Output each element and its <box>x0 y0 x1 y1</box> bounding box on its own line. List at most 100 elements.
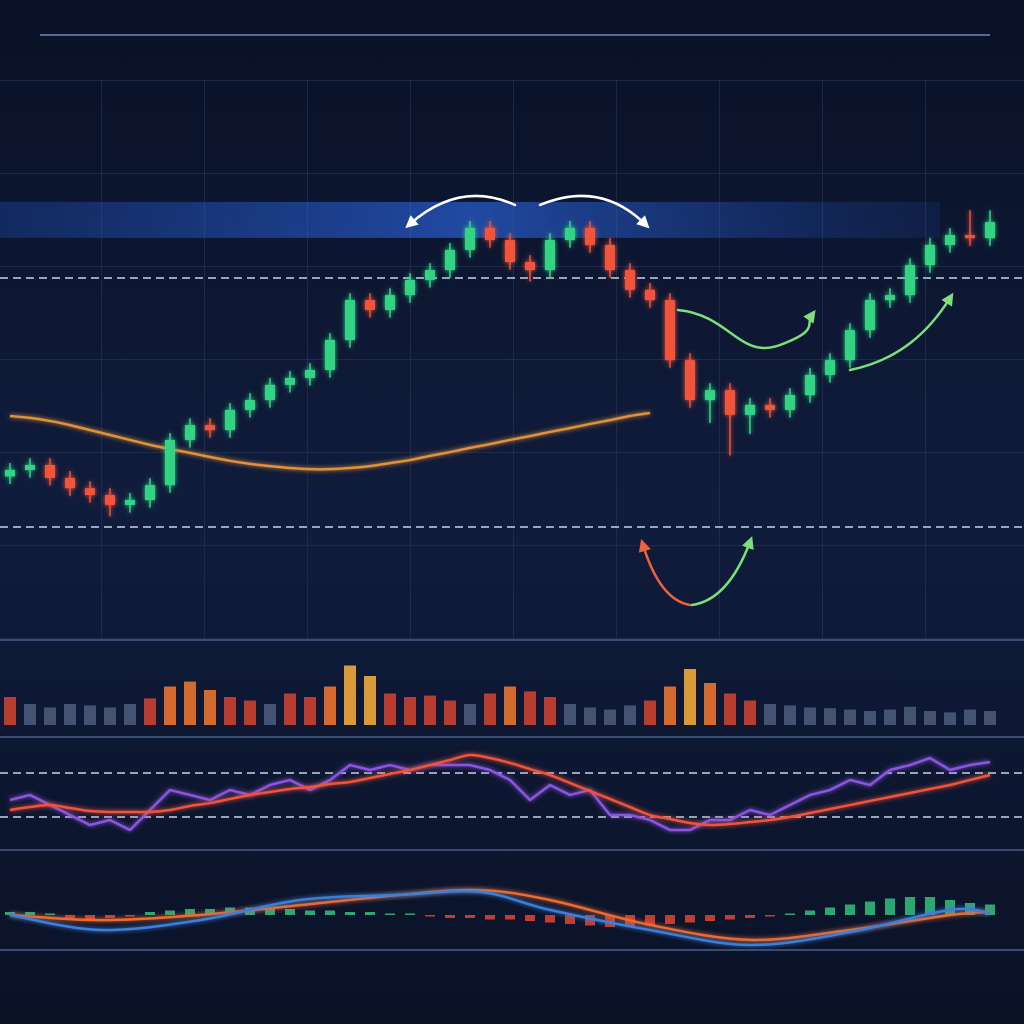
volume-bar <box>884 709 896 725</box>
histogram-bar <box>345 912 355 915</box>
volume-bar <box>984 711 996 725</box>
histogram-bar <box>125 915 135 917</box>
candle <box>385 288 395 318</box>
volume-bar <box>304 697 316 725</box>
candle-body <box>545 240 555 271</box>
candle <box>225 403 235 438</box>
candle <box>25 458 35 478</box>
candle <box>45 458 55 486</box>
histogram-bar <box>905 897 915 915</box>
histogram-bar <box>605 915 615 927</box>
candle-body <box>145 485 155 500</box>
panel-separators <box>0 34 1024 951</box>
histogram-bar <box>925 897 935 915</box>
volume-bar <box>644 700 656 725</box>
candle <box>485 221 495 248</box>
candle-body <box>465 227 475 250</box>
histogram-bar <box>765 915 775 917</box>
candle-body <box>225 409 235 431</box>
grid <box>0 80 1024 640</box>
candle-body <box>285 377 295 385</box>
candle-body <box>645 289 655 301</box>
candle <box>665 293 675 368</box>
line <box>9 756 991 832</box>
histogram-bar <box>25 912 35 915</box>
volume-bar <box>104 707 116 725</box>
volume-bar <box>24 704 36 725</box>
volume-bar <box>784 705 796 725</box>
histogram-bar <box>505 915 515 920</box>
volume-bar <box>404 697 416 725</box>
candle-body <box>45 465 55 478</box>
volume-bar <box>764 704 776 725</box>
volume-bar <box>204 690 216 725</box>
candle <box>285 371 295 393</box>
volume-bar <box>504 686 516 725</box>
volume-bar <box>324 686 336 725</box>
histogram-bar <box>685 915 695 923</box>
histogram-bar <box>725 915 735 920</box>
histogram-bar <box>425 915 435 917</box>
histogram-bar <box>845 904 855 915</box>
histogram-bar <box>45 913 55 915</box>
candle-body <box>125 499 135 505</box>
candle <box>905 258 915 303</box>
candle <box>625 263 635 298</box>
candle <box>685 353 695 408</box>
volume-bar <box>84 705 96 725</box>
candle <box>205 418 215 438</box>
volume-bar <box>244 700 256 725</box>
volume-bar <box>544 697 556 725</box>
histogram-bar <box>65 915 75 918</box>
candle-body <box>525 262 535 271</box>
candle <box>565 221 575 248</box>
volume-bar <box>64 704 76 725</box>
volume-bar <box>444 700 456 725</box>
candle <box>425 263 435 288</box>
candle <box>725 383 735 456</box>
annotations <box>405 194 954 607</box>
candle-body <box>705 390 715 401</box>
histogram-bar <box>585 915 595 926</box>
candle <box>805 368 815 403</box>
volume-bar <box>844 709 856 725</box>
candle-body <box>685 360 695 401</box>
line <box>9 889 991 947</box>
candle <box>985 210 995 246</box>
volume-bar <box>724 693 736 725</box>
histogram-bar <box>285 909 295 915</box>
candle <box>645 282 655 308</box>
candle-body <box>65 477 75 489</box>
volume-bar <box>964 709 976 725</box>
candle-body <box>85 488 95 496</box>
histogram-bar <box>945 900 955 915</box>
candle-body <box>745 404 755 415</box>
volume-bar <box>144 698 156 725</box>
histogram-bar <box>545 915 555 923</box>
candle-body <box>565 227 575 241</box>
candle-body <box>825 360 835 375</box>
candle <box>405 273 415 303</box>
volume-bar <box>664 686 676 725</box>
candle <box>345 293 355 348</box>
candle-body <box>245 400 255 410</box>
volume-bar <box>284 693 296 725</box>
candle <box>705 383 715 423</box>
candle <box>165 433 175 493</box>
candle-body <box>785 395 795 410</box>
candle-body <box>345 300 355 340</box>
histogram-bar <box>565 915 575 924</box>
candle-body <box>945 235 955 245</box>
volume-bar <box>684 669 696 725</box>
arrow <box>538 194 650 229</box>
histogram-bar <box>865 901 875 915</box>
volume-bar <box>184 681 196 725</box>
candle-body <box>765 404 775 410</box>
candle <box>85 481 95 503</box>
histogram-bar <box>205 909 215 915</box>
candle <box>125 493 135 513</box>
histogram-bar <box>745 915 755 918</box>
volume-bar <box>744 700 756 725</box>
volume-bar <box>904 706 916 725</box>
